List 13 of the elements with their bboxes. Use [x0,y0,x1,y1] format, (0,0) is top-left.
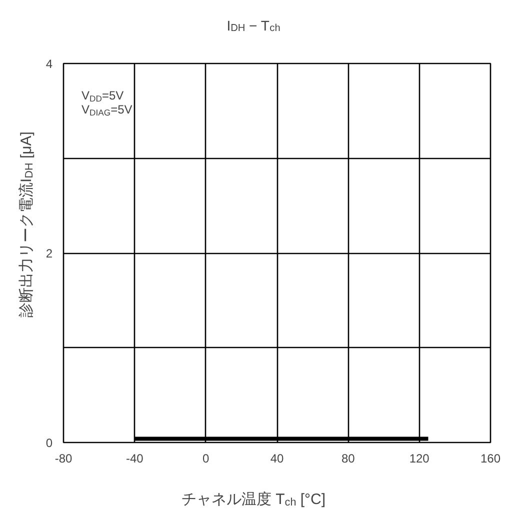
x-axis-title: チャネル温度 Tch [°C] [181,491,326,508]
x-tick-label: 80 [341,452,356,466]
x-tick-label: 120 [409,452,430,466]
y-tick-label: 4 [46,57,53,71]
x-tick-label: -40 [126,452,144,466]
y-axis-title: 診断出力リーク電流IDH [μA] [18,132,36,318]
y-tick-label: 2 [46,246,53,260]
x-tick-label: 40 [270,452,284,466]
x-tick-label: -80 [54,452,72,466]
y-tick-label: 0 [46,436,53,450]
x-tick-label: 160 [480,452,501,466]
chart-title: IDH − Tch [226,18,280,34]
x-tick-label: 0 [202,452,210,466]
